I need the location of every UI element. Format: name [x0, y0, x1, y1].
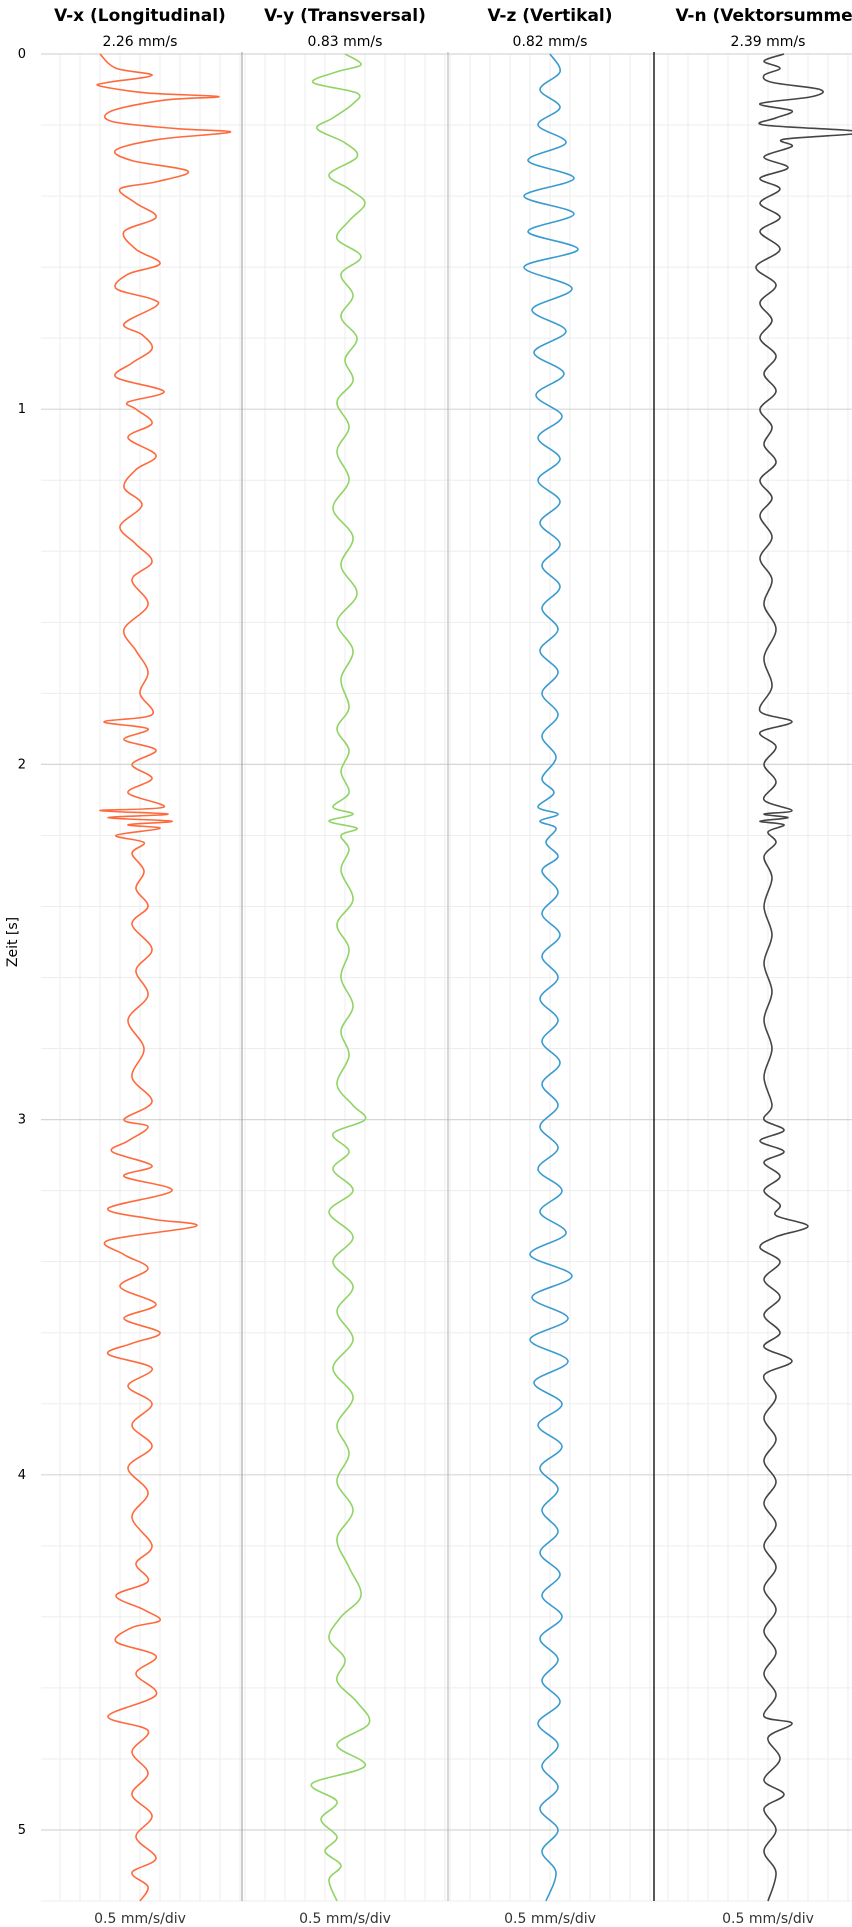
- panel-peak-value: 0.82 mm/s: [513, 34, 588, 50]
- y-tick-label: 0: [18, 47, 26, 62]
- labels-layer: 0 1 2 3 4 5 V-x (Longitudinal) 2.26 mm/s 0.5 mm/…: [18, 6, 852, 1927]
- panel-title: V-z (Vertikal): [487, 6, 612, 26]
- panel-title: V-y (Transversal): [264, 6, 426, 26]
- trace-3: [523, 53, 579, 1902]
- traces-layer: [96, 53, 852, 1902]
- trace-1: [96, 53, 232, 1902]
- grid-layer: [41, 53, 852, 1902]
- panel-separators: [241, 52, 655, 1901]
- y-tick-label: 4: [18, 1468, 26, 1483]
- y-tick-label: 3: [18, 1113, 26, 1128]
- panel-scale-label: 0.5 mm/s/div: [94, 1911, 186, 1927]
- y-tick-label: 5: [18, 1823, 26, 1838]
- panel-peak-value: 2.26 mm/s: [103, 34, 178, 50]
- y-axis-label: Zeit [s]: [5, 917, 21, 967]
- panel-peak-value: 2.39 mm/s: [731, 34, 806, 50]
- y-tick-label: 1: [18, 402, 26, 417]
- panel-peak-value: 0.83 mm/s: [308, 34, 383, 50]
- panel-scale-label: 0.5 mm/s/div: [504, 1911, 596, 1927]
- panel-scale-label: 0.5 mm/s/div: [722, 1911, 814, 1927]
- trace-2: [310, 53, 371, 1902]
- panel-scale-label: 0.5 mm/s/div: [299, 1911, 391, 1927]
- panel-title: V-x (Longitudinal): [54, 6, 226, 26]
- trace-4: [755, 53, 852, 1902]
- panel-title: V-n (Vektorsumme): [676, 6, 852, 26]
- y-tick-label: 2: [18, 757, 26, 772]
